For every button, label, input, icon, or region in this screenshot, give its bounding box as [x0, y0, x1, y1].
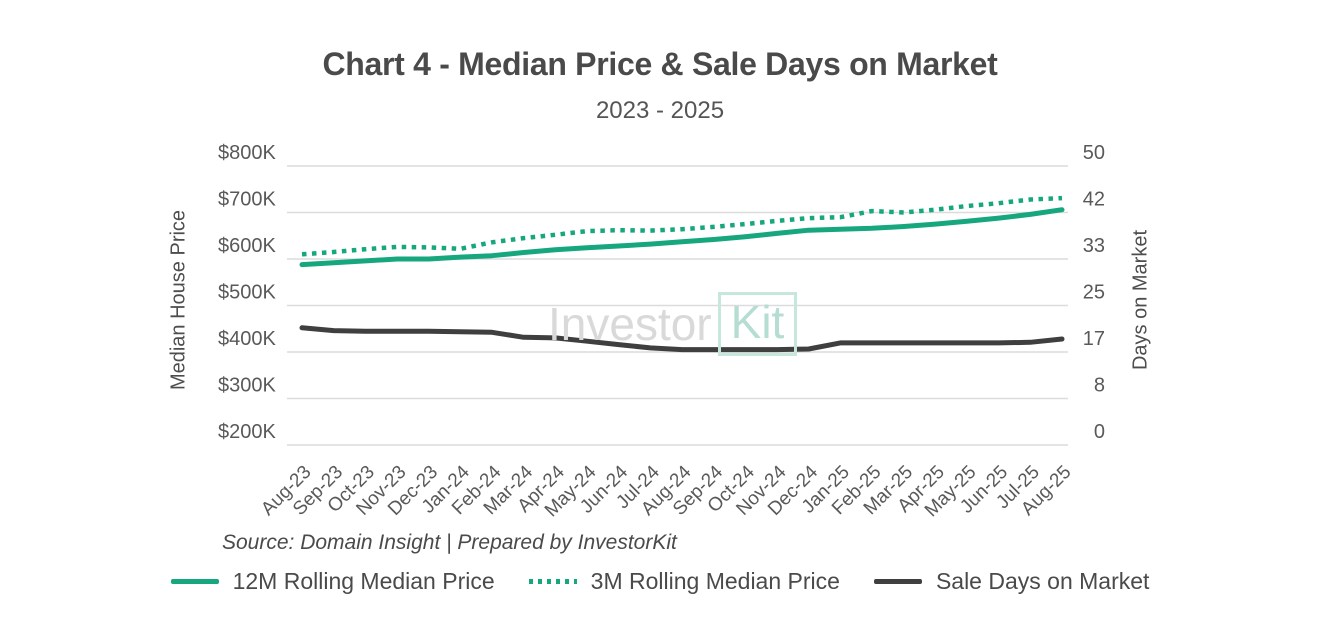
legend: 12M Rolling Median Price 3M Rolling Medi… — [0, 568, 1320, 595]
legend-item-days: Sale Days on Market — [873, 568, 1150, 595]
y-left-tick-label: $600K — [218, 235, 276, 257]
legend-label-12m: 12M Rolling Median Price — [232, 568, 495, 594]
y-right-tick-label: 17 — [1083, 328, 1105, 350]
y-right-tick-label: 33 — [1083, 235, 1105, 257]
chart-svg: $800K 50 $700K 42 $600K 33 $500K 25 $400K 17 $300K… — [218, 142, 1105, 521]
legend-item-12m: 12M Rolling Median Price — [170, 568, 495, 595]
legend-item-3m: 3M Rolling Median Price — [528, 568, 840, 595]
y-left-tick-label: $200K — [218, 421, 276, 443]
y-right-tick-label: 42 — [1083, 189, 1105, 211]
chart-title: Chart 4 - Median Price & Sale Days on Ma… — [322, 46, 998, 82]
y-left-tick-label: $700K — [218, 189, 276, 211]
series-line-2 — [299, 325, 1065, 353]
series-line-0 — [299, 207, 1065, 268]
source-note: Source: Domain Insight | Prepared by Inv… — [222, 531, 677, 554]
y-left-tick-label: $500K — [218, 282, 276, 304]
y-right-tick-label: 8 — [1094, 375, 1105, 397]
y-left-tick-label: $300K — [218, 375, 276, 397]
legend-swatch-solid-teal-icon — [170, 579, 219, 584]
y-left-tick-label: $400K — [218, 328, 276, 350]
y-left-tick-label: $800K — [218, 142, 276, 164]
series-line-1 — [301, 195, 1063, 257]
legend-label-days: Sale Days on Market — [935, 568, 1150, 594]
y-right-tick-label: 25 — [1083, 282, 1105, 304]
y-right-tick-label: 50 — [1083, 142, 1105, 164]
legend-label-3m: 3M Rolling Median Price — [590, 568, 840, 594]
chart-subtitle: 2023 - 2025 — [595, 97, 725, 124]
legend-swatch-dotted-teal-icon — [528, 579, 577, 584]
y-right-tick-label: 0 — [1094, 421, 1105, 443]
legend-swatch-solid-gray-icon — [873, 579, 922, 584]
